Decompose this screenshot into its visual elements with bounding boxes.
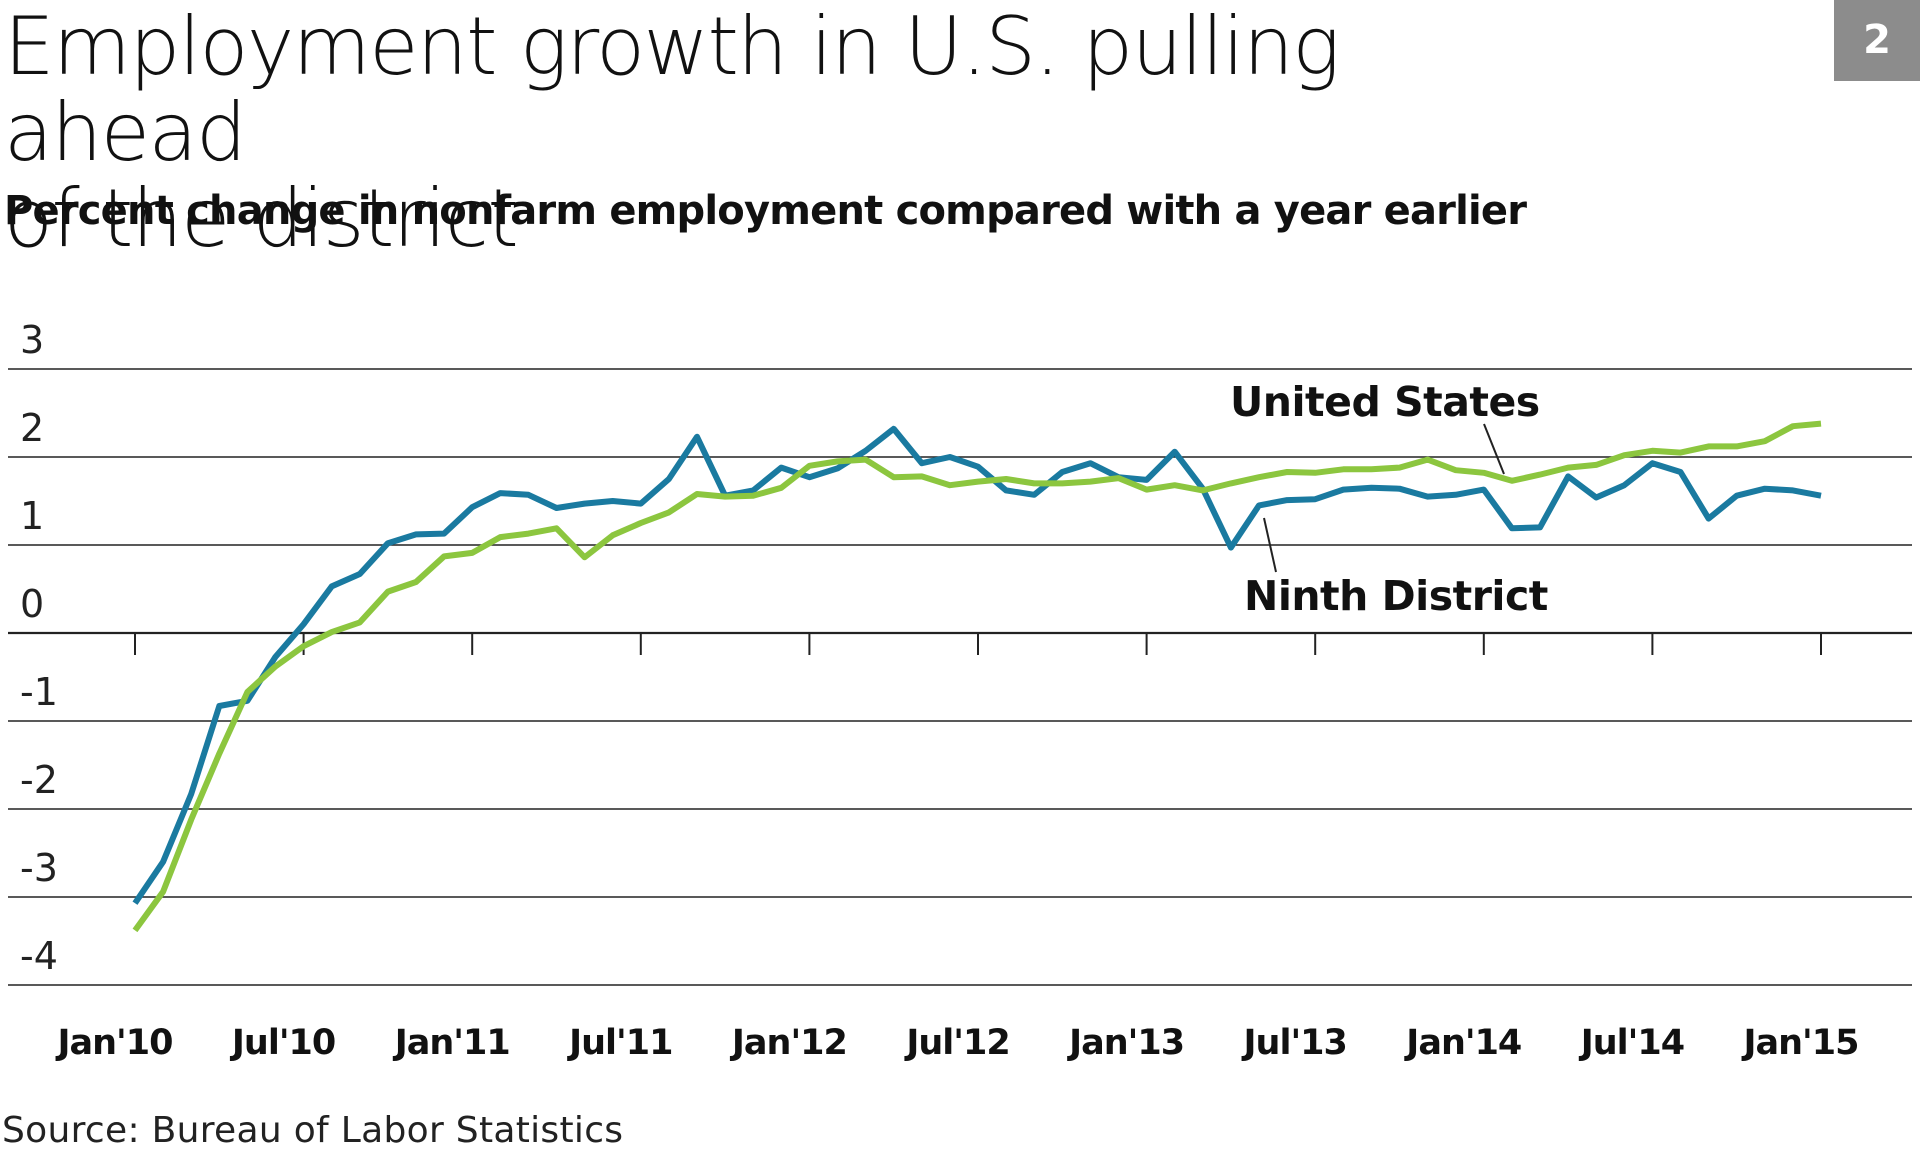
chart-title-line-2: of the district bbox=[4, 172, 519, 265]
x-tick-label: Jan'11 bbox=[393, 1023, 510, 1063]
y-tick-label: -1 bbox=[20, 670, 58, 714]
x-tick-label: Jan'15 bbox=[1742, 1023, 1859, 1063]
y-tick-label: 3 bbox=[20, 318, 44, 362]
chart-title: Employment growth in U.S. pulling ahead … bbox=[4, 4, 1504, 262]
series-annotations: United States Ninth District bbox=[1230, 378, 1548, 620]
ninth-district-line bbox=[132, 425, 1822, 905]
y-tick-label: 1 bbox=[20, 494, 44, 538]
ninth-district-leader-line bbox=[1263, 517, 1277, 573]
united-states-label: United States bbox=[1230, 378, 1540, 426]
chart-title-line-1: Employment growth in U.S. pulling ahead bbox=[4, 0, 1340, 179]
y-tick-label: -2 bbox=[20, 758, 58, 802]
source-note: Source: Bureau of Labor Statistics bbox=[2, 1110, 624, 1151]
y-tick-label: -3 bbox=[20, 846, 58, 890]
x-tick-label: Jan'14 bbox=[1404, 1023, 1521, 1063]
figure-number-badge: 2 bbox=[1834, 0, 1920, 81]
x-tick-label: Jul'10 bbox=[230, 1023, 335, 1063]
x-tick-label: Jan'13 bbox=[1067, 1023, 1184, 1063]
chart-subtitle: Percent change in nonfarm employment com… bbox=[4, 188, 1527, 234]
series-lines bbox=[132, 420, 1822, 933]
y-tick-label: -4 bbox=[20, 934, 58, 978]
ninth-district-label: Ninth District bbox=[1244, 572, 1548, 620]
united-states-line bbox=[132, 420, 1822, 933]
x-tick-label: Jul'11 bbox=[567, 1023, 672, 1063]
x-tick-label: Jul'12 bbox=[904, 1023, 1009, 1063]
x-tick-label: Jul'14 bbox=[1579, 1023, 1684, 1063]
y-tick-label: 2 bbox=[20, 406, 44, 450]
x-tick-label: Jan'10 bbox=[56, 1023, 173, 1063]
x-tick-label: Jan'12 bbox=[730, 1023, 847, 1063]
united-states-leader-line bbox=[1483, 423, 1505, 475]
y-axis-labels: 3 2 1 0 -1 -2 -3 -4 bbox=[20, 318, 58, 978]
x-axis: Jan'10 Jul'10 Jan'11 Jul'11 Jan'12 Jul'12 Jan'… bbox=[56, 633, 1859, 1063]
x-tick-label: Jul'13 bbox=[1242, 1023, 1347, 1063]
y-tick-label: 0 bbox=[20, 582, 44, 626]
